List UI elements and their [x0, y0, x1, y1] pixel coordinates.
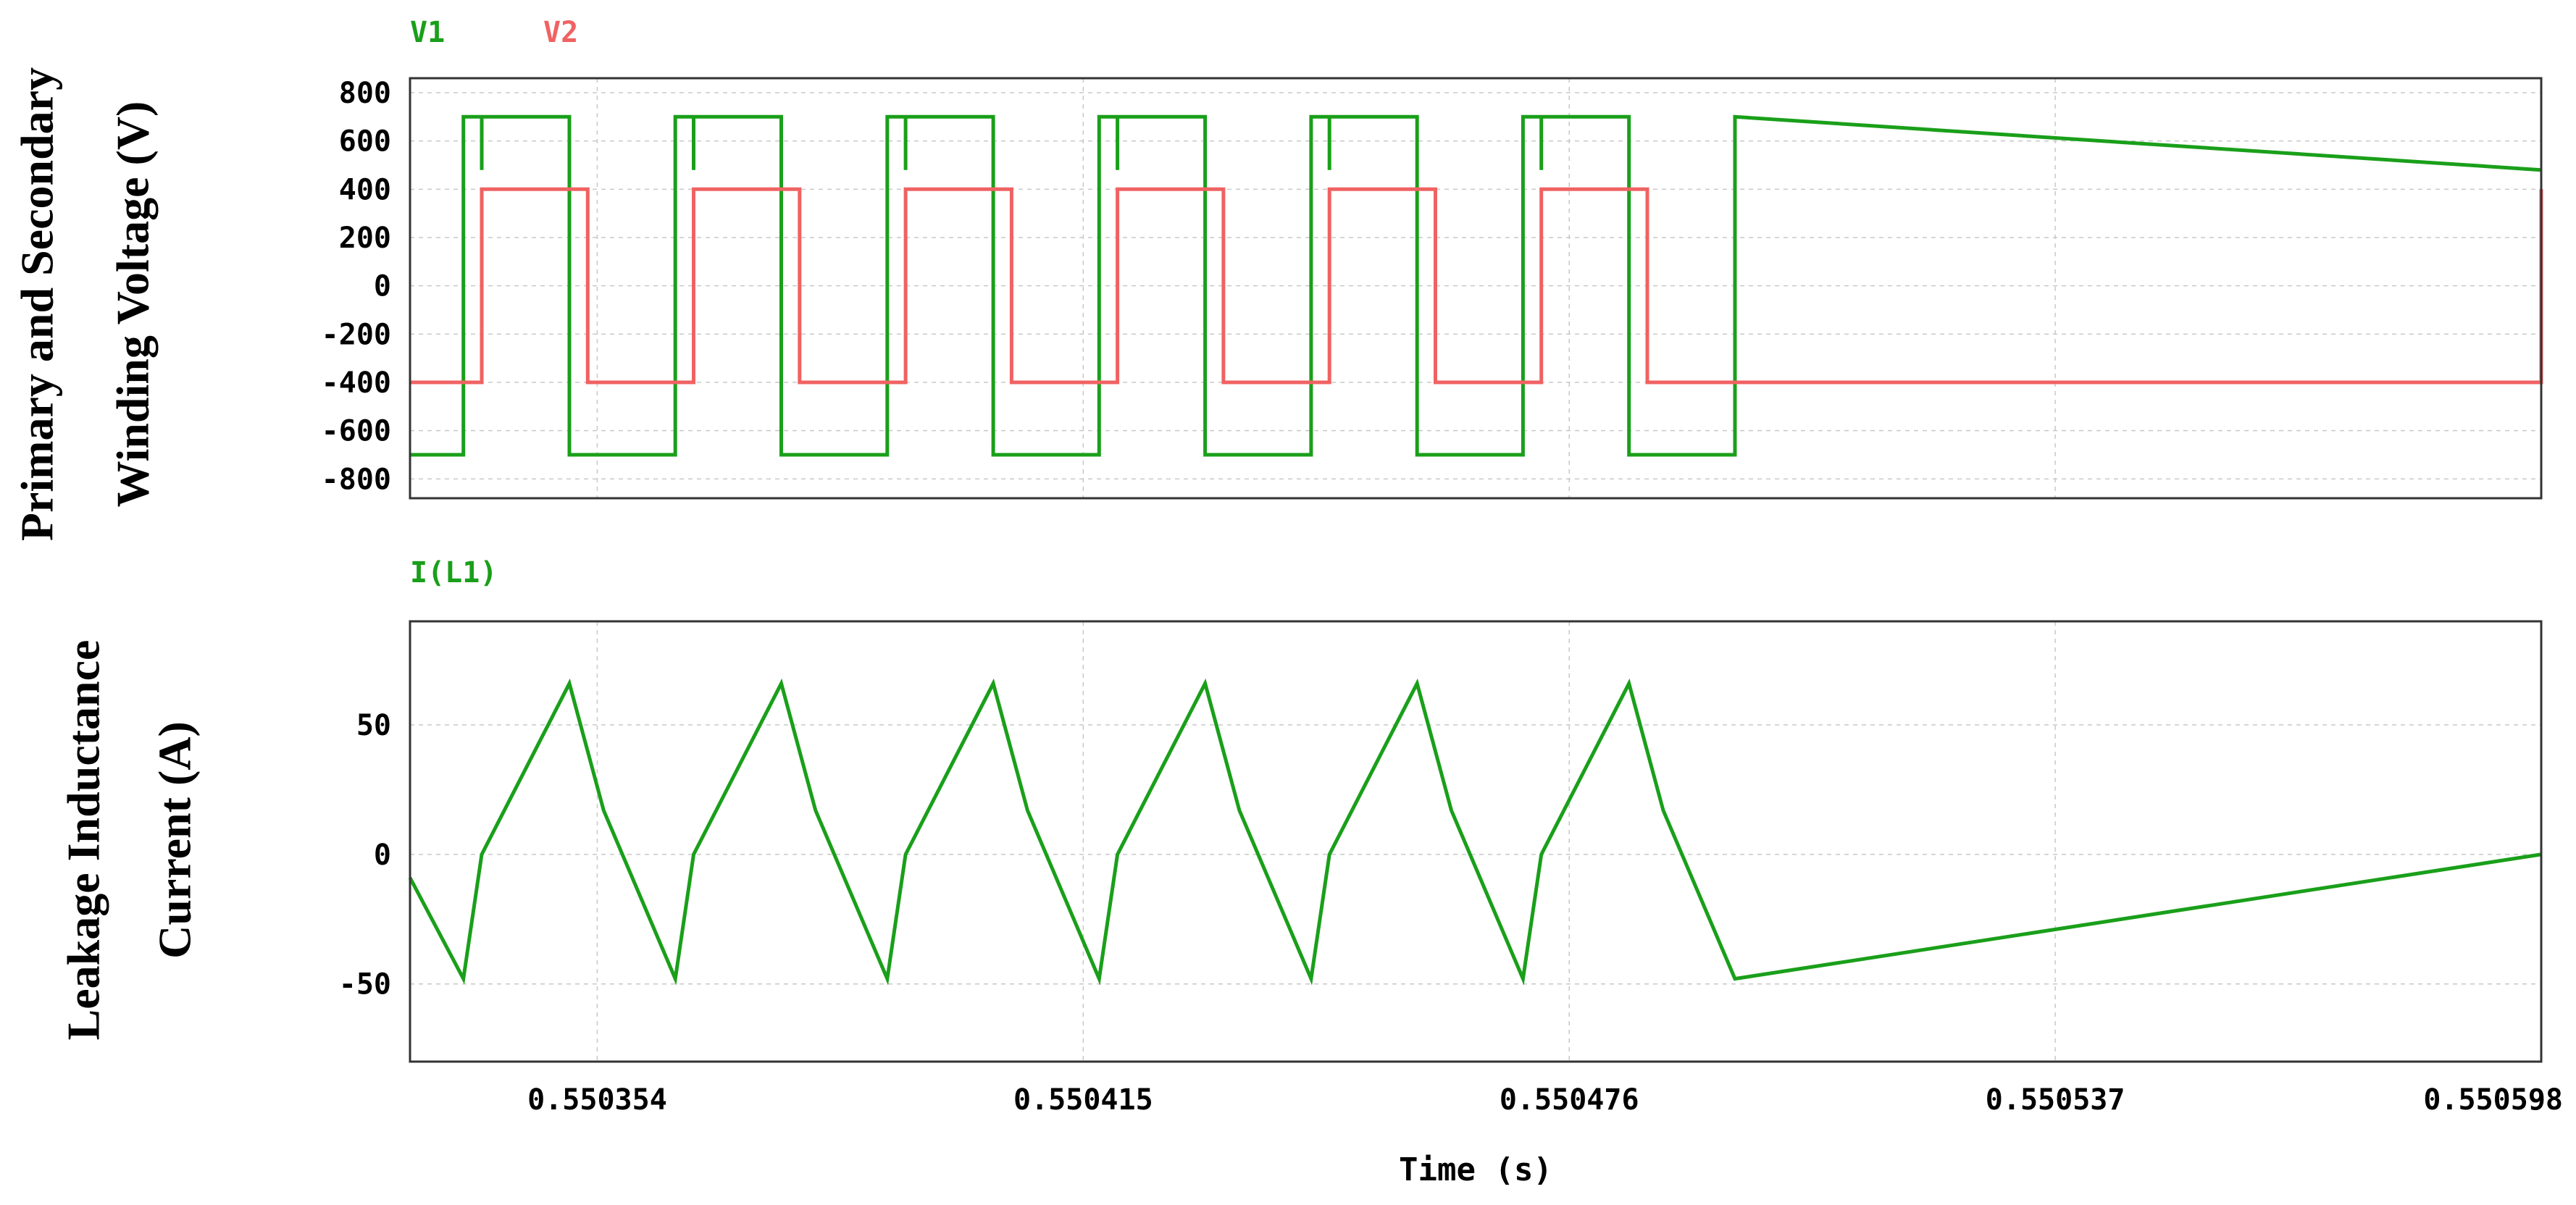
y-tick-label: -600 — [322, 415, 391, 448]
series-line-i-l1 — [408, 678, 2542, 986]
y-tick-label: 800 — [339, 77, 391, 110]
y-tick-label: -50 — [339, 968, 391, 1002]
y-tick-label: 0 — [374, 839, 391, 872]
legend-entry: I(L1) — [410, 556, 497, 589]
series-line-v2 — [410, 187, 2543, 385]
y-tick-label: 400 — [339, 173, 391, 206]
y-axis-label-line: Current (A) — [149, 721, 201, 959]
y-tick-label: -200 — [322, 318, 391, 351]
y-axis-label-line: Primary and Secondary — [12, 67, 63, 541]
y-axis-label-line: Leakage Inductance — [58, 640, 109, 1041]
y-tick-label: 50 — [356, 709, 391, 742]
y-axis-label-line: Winding Voltage (V) — [107, 101, 159, 508]
chart-panel-2: 50 0 -50 I(L1) Leakage Inductance Current (A)… — [58, 556, 2563, 1188]
y-tick-label: 600 — [339, 125, 391, 159]
chart-panel-1: 800 600 400 200 0 -200 -400 -600 -800 V1 V2 Primary… — [12, 16, 2543, 541]
y-tick-label: 200 — [339, 222, 391, 255]
series-line-v1 — [410, 114, 2542, 457]
legend-entry: V1 — [410, 16, 445, 49]
plot-frame — [409, 77, 2543, 500]
x-tick-label: 0.550598 — [2423, 1083, 2563, 1117]
y-tick-label: -800 — [322, 463, 391, 496]
x-axis-title: Time (s) — [1399, 1151, 1552, 1188]
plot-frame — [409, 620, 2543, 1063]
x-tick-label: 0.550476 — [1500, 1083, 1639, 1117]
x-tick-label: 0.550354 — [527, 1083, 667, 1117]
y-tick-label: -400 — [322, 366, 391, 400]
y-tick-label: 0 — [374, 270, 391, 303]
x-tick-label: 0.550537 — [1986, 1083, 2125, 1117]
legend-entry: V2 — [543, 16, 578, 49]
x-tick-label: 0.550415 — [1013, 1083, 1153, 1117]
